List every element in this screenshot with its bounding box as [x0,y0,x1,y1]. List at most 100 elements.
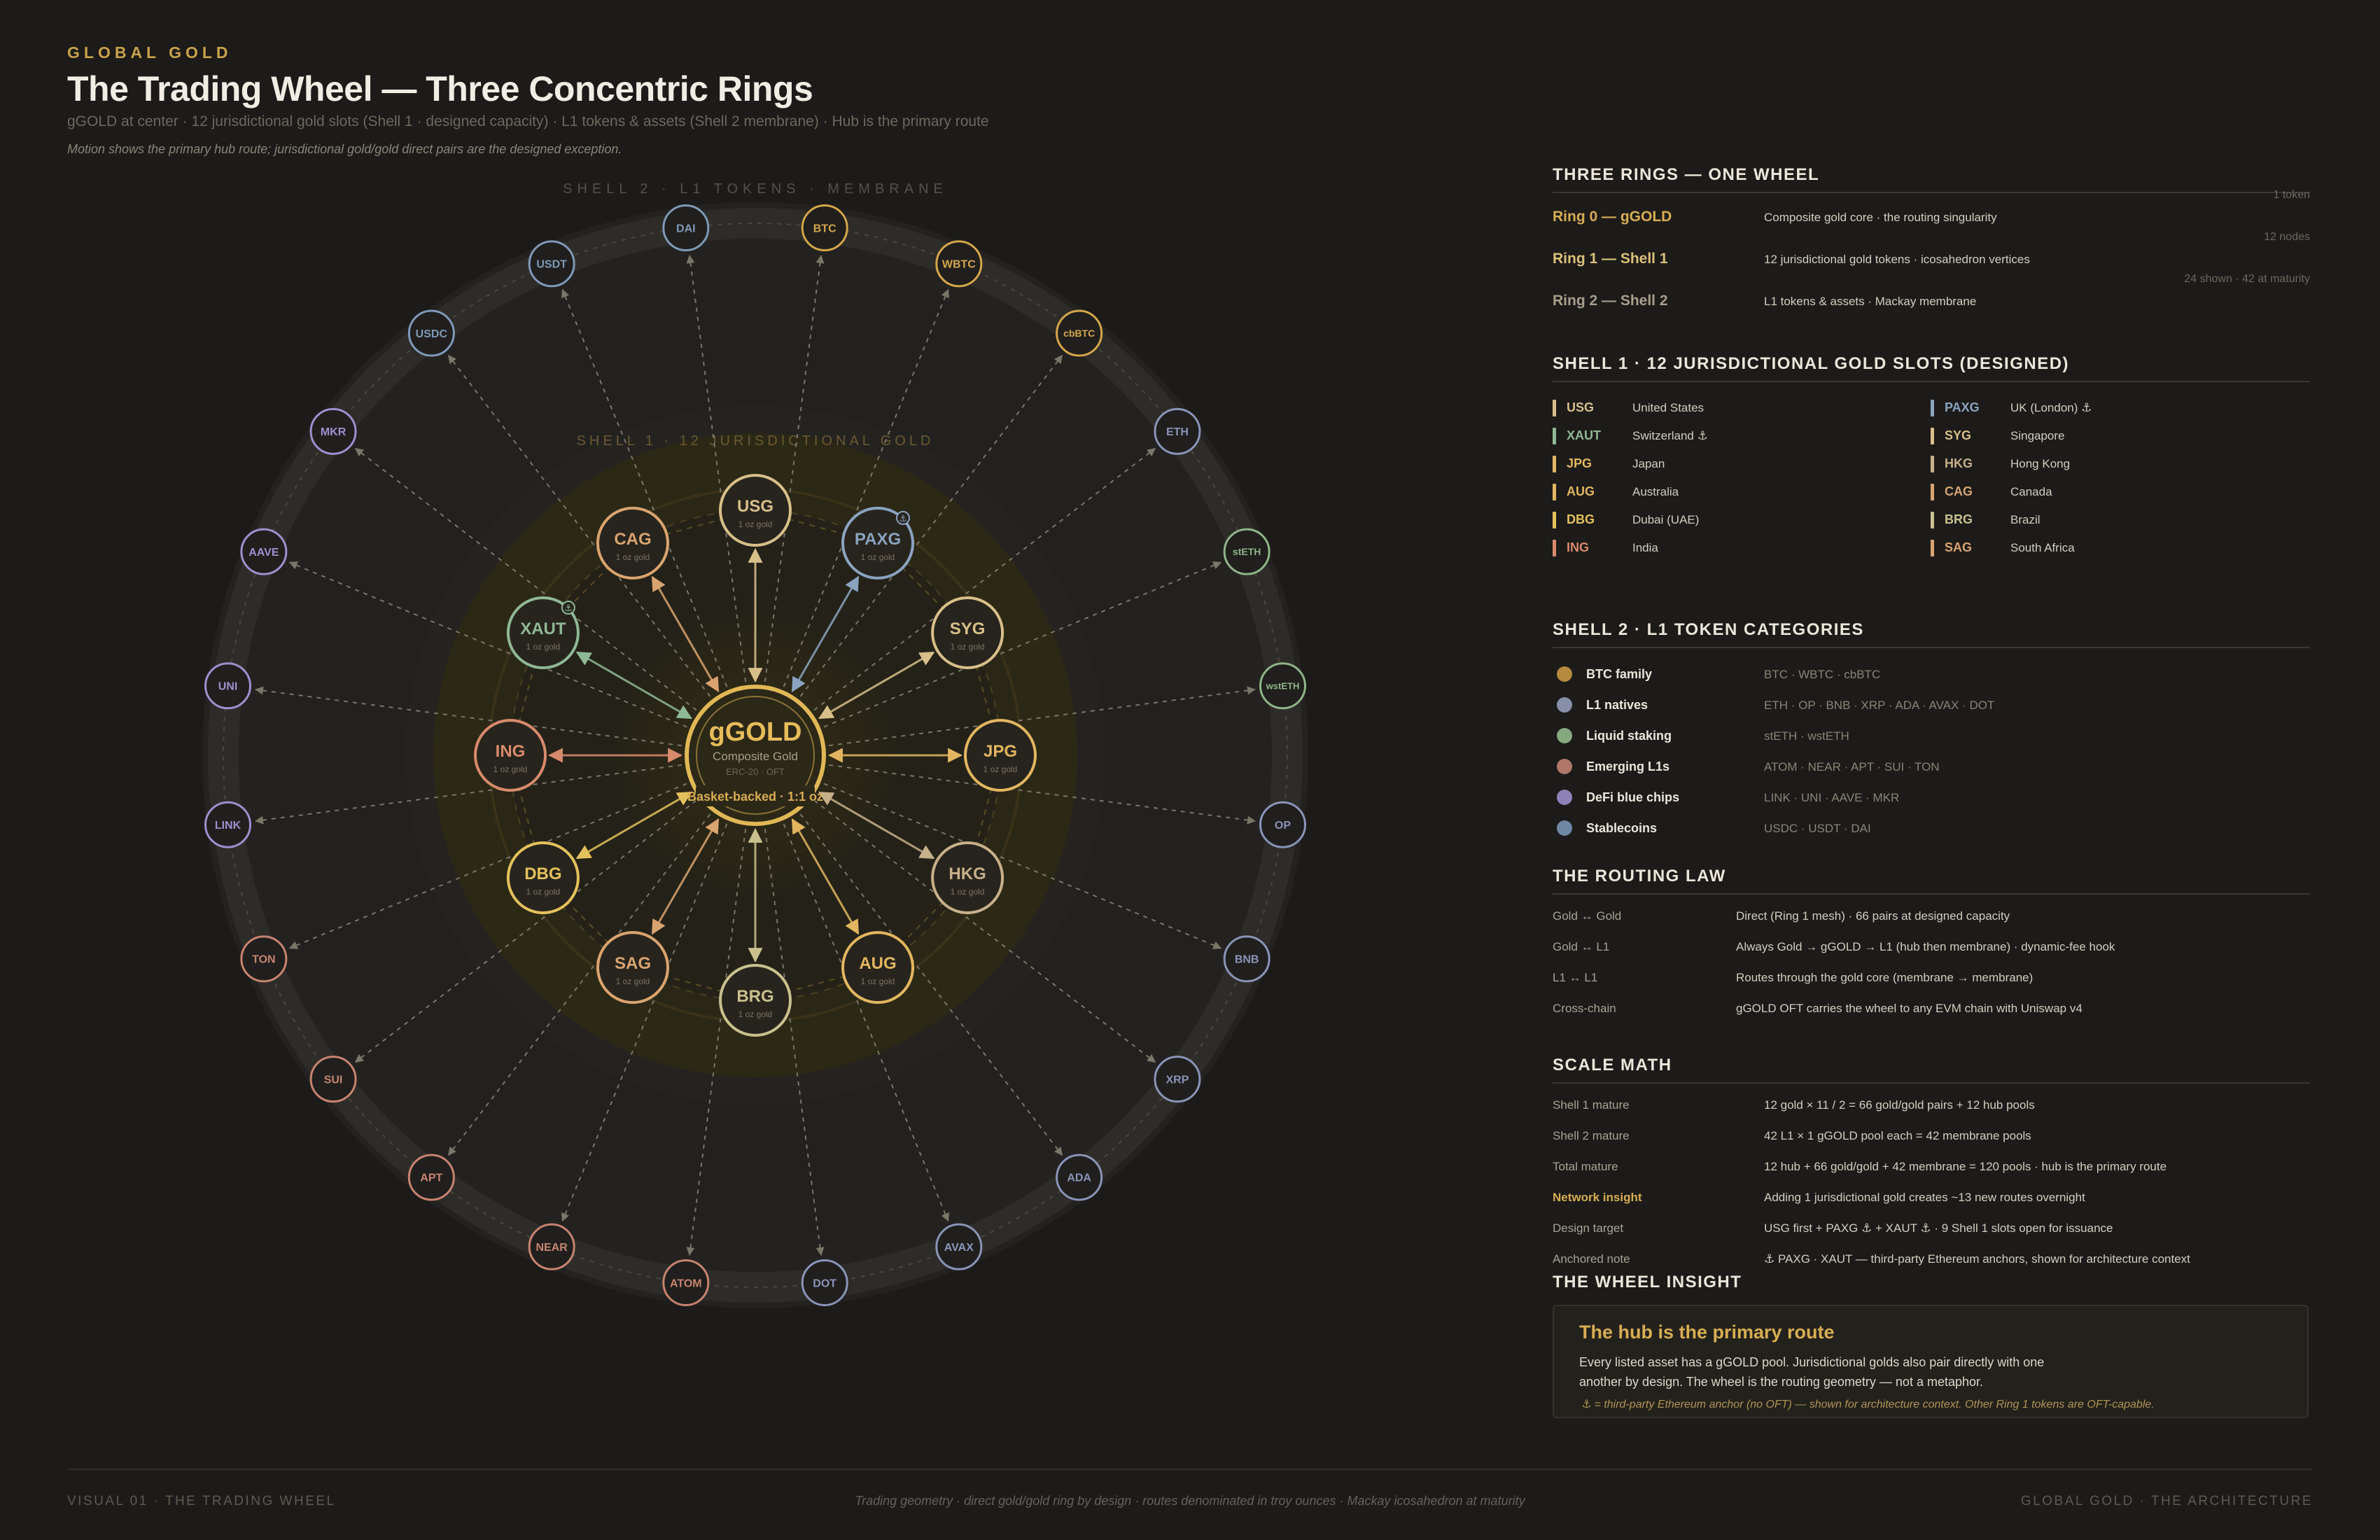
gold-node-sub: 1 oz gold [526,887,561,897]
l1-node-bnb[interactable]: BNB [1223,935,1270,983]
slot-place: Australia [1632,485,1679,498]
scale-row: Anchored note ⚓ PAXG · XAUT — third-party… [1553,1250,2310,1270]
l1-node-atom[interactable]: ATOM [662,1259,710,1306]
l1-node-eth[interactable]: ETH [1154,407,1201,455]
scale-row: Network insight Adding 1 jurisdictional g… [1553,1189,2310,1208]
slot-place: Japan [1632,457,1665,470]
shell2-heading: SHELL 2 · L1 TOKEN CATEGORIES [1553,620,2310,648]
l1-node-code: BNB [1235,954,1259,966]
l1-node-usdc[interactable]: USDC [407,309,455,357]
gold-node-code: DBG [524,864,561,883]
l1-node-wbtc[interactable]: WBTC [935,240,983,288]
slot-place: UK (London) ⚓ [2010,401,2092,414]
slot-place: India [1632,541,1658,554]
ring-desc: L1 tokens & assets · Mackay membrane [1764,295,1977,308]
gold-node-code: XAUT [520,620,566,638]
l1-node-dot[interactable]: DOT [801,1259,848,1306]
scale-row: Total mature 12 hub + 66 gold/gold + 42 m… [1553,1158,2310,1177]
slot-aug: AUG Australia [1553,483,1917,501]
l1-node-link[interactable]: LINK [204,801,252,848]
l1-route-spoke [447,813,711,1156]
gold-node-paxg[interactable]: PAXG 1 oz gold ⚓ [841,506,914,580]
slot-place: Brazil [2010,513,2040,526]
ring-count: 1 token [2273,189,2310,201]
insight-title: The hub is the primary route [1579,1322,1835,1343]
category-members: USDC · USDT · DAI [1764,822,1871,835]
gold-node-dbg[interactable]: DBG 1 oz gold [506,841,580,914]
gold-node-aug[interactable]: AUG 1 oz gold [841,931,914,1004]
gold-hub-spoke [818,651,935,720]
l1-node-usdt[interactable]: USDT [528,240,575,288]
slot-place: Switzerland ⚓ [1632,429,1708,442]
anchor-icon: ⚓ [564,603,573,613]
gold-node-xaut[interactable]: XAUT 1 oz gold ⚓ [506,596,580,669]
gold-node-usg[interactable]: USG 1 oz gold [719,474,792,547]
l1-node-xrp[interactable]: XRP [1154,1056,1201,1103]
l1-node-op[interactable]: OP [1259,801,1306,848]
gold-node-brg[interactable]: BRG 1 oz gold [719,964,792,1037]
slot-code: PAXG [1945,400,1980,414]
routing-key: L1 ↔ L1 [1553,971,1598,984]
slot-place: Dubai (UAE) [1632,513,1700,526]
ring-name: Ring 2 — Shell 2 [1553,293,1668,309]
l1-node-ton[interactable]: TON [240,935,288,983]
gold-hub-spoke [575,791,693,860]
gold-node-code: HKG [948,864,986,883]
gold-node-syg[interactable]: SYG 1 oz gold [931,596,1004,669]
l1-node-cbbtc[interactable]: cbBTC [1056,309,1103,357]
gold-node-cag[interactable]: CAG 1 oz gold [596,506,669,580]
scale-value: ⚓ PAXG · XAUT — third-party Ethereum anc… [1764,1252,2190,1266]
gold-node-sag[interactable]: SAG 1 oz gold [596,931,669,1004]
category-liquid-staking: Liquid staking stETH · wstETH [1553,727,2310,746]
l1-node-uni[interactable]: UNI [204,662,252,710]
page-title: The Trading Wheel — Three Concentric Rin… [67,69,813,108]
shell1-slot-grid: USG United States XAUT Switzerland ⚓ JPG Ja… [1553,399,2310,567]
l1-node-code: XRP [1166,1074,1189,1086]
routing-row: L1 ↔ L1 Routes through the gold core (mem… [1553,969,2310,988]
footer-center: Trading geometry · direct gold/gold ring… [855,1494,1525,1508]
slot-place: Hong Kong [2010,457,2071,470]
gold-node-hkg[interactable]: HKG 1 oz gold [931,841,1004,914]
category-name: Emerging L1s [1586,760,1670,774]
category-members: ETH · OP · BNB · XRP · ADA · AVAX · DOT [1764,699,1995,712]
scale-key: Anchored note [1553,1252,1630,1266]
l1-node-sui[interactable]: SUI [309,1056,357,1103]
l1-node-aave[interactable]: AAVE [240,528,288,575]
l1-route-spoke [561,288,728,687]
gold-node-code: SAG [615,954,651,973]
l1-node-dai[interactable]: DAI [662,204,710,252]
category-defi-blue-chips: DeFi blue chips LINK · UNI · AAVE · MKR [1553,788,2310,808]
l1-node-apt[interactable]: APT [407,1154,455,1201]
gold-node-ing[interactable]: ING 1 oz gold [474,719,547,792]
gold-hub-spoke [791,818,860,935]
slot-code: HKG [1945,456,1973,470]
slot-code: AUG [1567,484,1595,498]
gold-hub-spoke [651,818,720,935]
l1-node-avax[interactable]: AVAX [935,1223,983,1270]
scale-value: 12 gold × 11 / 2 = 66 gold/gold pairs + … [1764,1098,2035,1112]
l1-node-wsteth[interactable]: wstETH [1259,662,1306,710]
l1-node-steth[interactable]: stETH [1223,528,1270,575]
category-name: BTC family [1586,667,1653,681]
routing-heading: THE ROUTING LAW [1553,867,2310,895]
l1-node-code: ATOM [670,1278,702,1289]
l1-node-ada[interactable]: ADA [1056,1154,1103,1201]
l1-route-spoke [823,561,1222,728]
l1-node-near[interactable]: NEAR [528,1223,575,1270]
anchor-badge [561,601,575,615]
l1-node-btc[interactable]: BTC [801,204,848,252]
l1-node-code: DOT [813,1278,836,1289]
l1-node-mkr[interactable]: MKR [309,407,357,455]
category-name: DeFi blue chips [1586,790,1680,804]
ring-desc: Composite gold core · the routing singul… [1764,211,1997,224]
hub-name: gGOLD [709,718,802,747]
insight-footnote: ⚓ = third-party Ethereum anchor (no OFT)… [1582,1399,2155,1410]
gold-node-code: USG [737,497,774,516]
l1-node-code: stETH [1233,546,1261,557]
slot-sag: SAG South Africa [1931,539,2295,557]
trading-wheel-diagram: SHELL 2 · L1 TOKENS · MEMBRANE SHELL 1 ·… [204,181,1306,1306]
gold-hub-spoke [791,575,860,693]
gold-hub-spoke [575,651,693,720]
gold-node-jpg[interactable]: JPG 1 oz gold [964,719,1037,792]
